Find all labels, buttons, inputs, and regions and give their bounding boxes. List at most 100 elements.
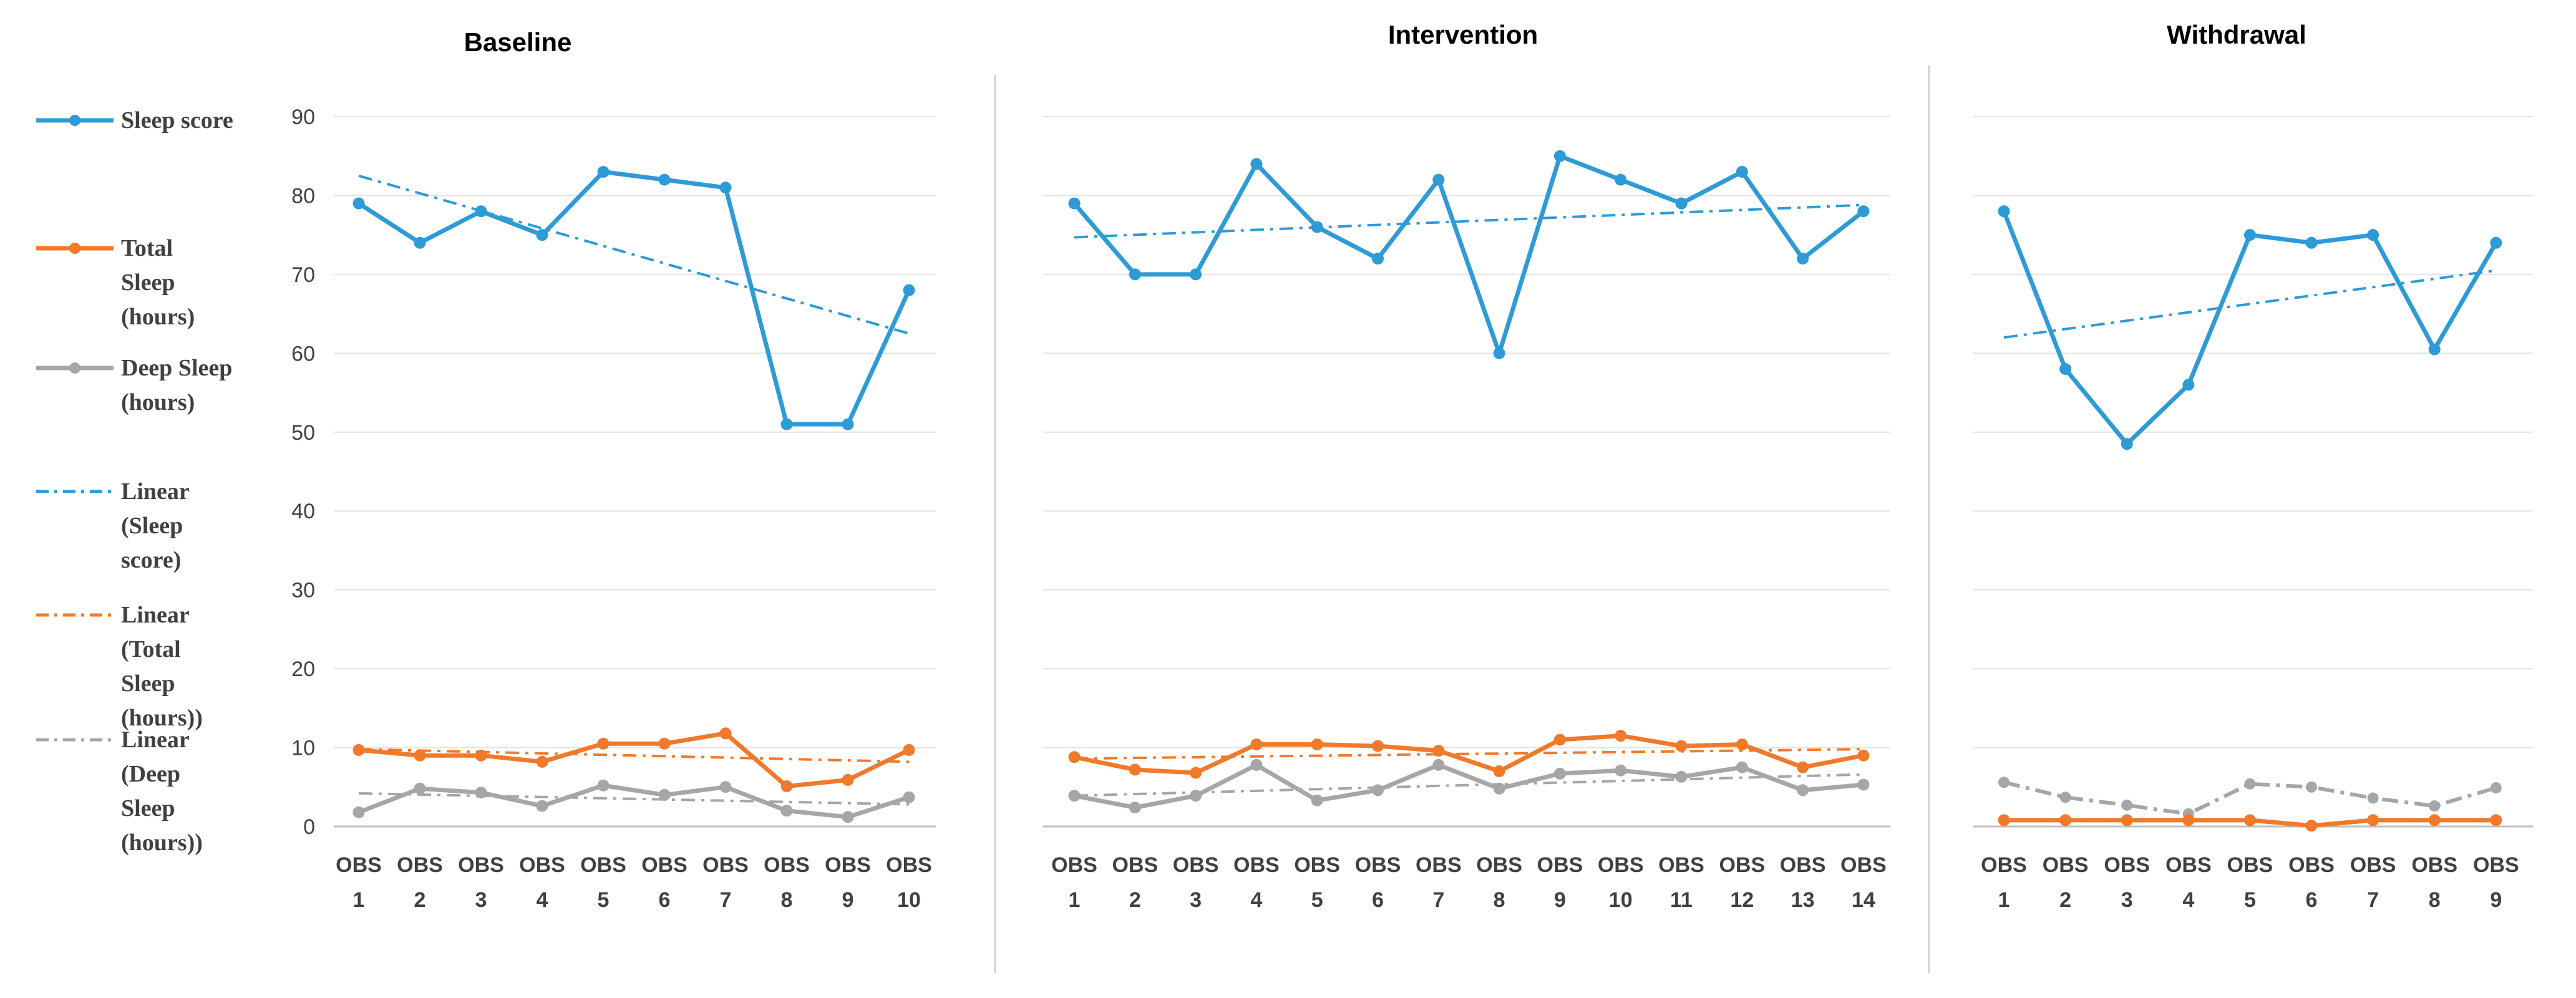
x-tick-label: OBS 3 bbox=[1173, 853, 1219, 912]
x-tick-label: OBS 4 bbox=[1233, 853, 1280, 912]
x-tick-label: OBS 2 bbox=[397, 853, 443, 912]
x-tick-label: OBS 10 bbox=[886, 853, 932, 912]
y-tick-label: 90 bbox=[291, 105, 315, 129]
point-deep bbox=[1190, 790, 1202, 802]
trendline-lin-deep bbox=[358, 792, 910, 806]
x-tick-label: OBS 9 bbox=[2473, 853, 2519, 912]
point-total bbox=[1493, 765, 1505, 777]
point-sleep bbox=[536, 229, 548, 241]
point-deep-sleep bbox=[2490, 782, 2502, 794]
intervention-panel: Intervention OBS 1 OBS 2 OBS 3 OBS 4 OBS 5 OBS 6 OBS… bbox=[1043, 20, 1890, 912]
point-sleep bbox=[2305, 236, 2318, 249]
point-sleep bbox=[1998, 205, 2010, 218]
trendline-lin-sleep bbox=[358, 174, 910, 335]
x-tick-label: OBS 8 bbox=[2411, 853, 2457, 912]
legend-label-lin-total: Linear (Total Sleep (hours)) bbox=[121, 602, 203, 731]
panel-title-intervention: Intervention bbox=[1388, 20, 1538, 49]
x-tick-label: OBS 7 bbox=[2350, 853, 2396, 912]
point-total bbox=[2121, 814, 2133, 826]
legend-marker-total bbox=[69, 243, 80, 254]
point-total bbox=[475, 749, 487, 762]
point-total bbox=[2490, 814, 2502, 826]
x-tick-label: OBS 7 bbox=[1416, 853, 1462, 912]
point-deep-sleep bbox=[2244, 778, 2256, 790]
point-total bbox=[1675, 740, 1688, 752]
point-sleep bbox=[1432, 173, 1445, 186]
y-tick-label: 30 bbox=[291, 579, 315, 603]
point-sleep bbox=[842, 418, 854, 430]
point-deep bbox=[719, 781, 732, 793]
x-tick-label: OBS 5 bbox=[1294, 853, 1340, 912]
point-total bbox=[1998, 814, 2010, 826]
x-tick-label: OBS 12 bbox=[1719, 853, 1765, 912]
panel-title-baseline: Baseline bbox=[464, 27, 572, 57]
trendline-lin-deep bbox=[1074, 773, 1864, 797]
point-total bbox=[1857, 749, 1870, 762]
point-total bbox=[1129, 763, 1141, 776]
point-total bbox=[597, 737, 610, 750]
point-total bbox=[1190, 767, 1202, 779]
x-tick-label: OBS 4 bbox=[2165, 853, 2212, 912]
legend-marker-sleep bbox=[69, 115, 80, 126]
x-tick-label: OBS 8 bbox=[1476, 853, 1522, 912]
point-deep bbox=[1675, 770, 1688, 783]
point-total bbox=[2367, 814, 2379, 826]
point-sleep bbox=[2059, 363, 2072, 375]
point-deep bbox=[1129, 802, 1141, 814]
point-sleep bbox=[2428, 343, 2441, 356]
legend-label-sleep: Sleep score bbox=[121, 107, 233, 133]
series-line-total bbox=[358, 731, 910, 789]
y-tick-label: 70 bbox=[291, 263, 315, 287]
point-deep bbox=[352, 806, 365, 818]
y-tick-label: 50 bbox=[291, 421, 315, 445]
point-total bbox=[1797, 761, 1809, 773]
point-total bbox=[1068, 751, 1081, 763]
x-tick-label: OBS 9 bbox=[1537, 853, 1583, 912]
point-total bbox=[842, 773, 854, 786]
point-total bbox=[536, 755, 548, 768]
baseline-panel: Baseline 0 10 20 30 40 50 60 70 80 90 OBS 1 OBS 2 OBS 3… bbox=[291, 27, 936, 912]
point-deep-sleep bbox=[2121, 799, 2133, 811]
point-sleep bbox=[903, 284, 915, 296]
point-sleep bbox=[1311, 221, 1323, 233]
point-deep bbox=[1797, 784, 1809, 797]
point-deep bbox=[1553, 767, 1566, 780]
point-sleep bbox=[1493, 347, 1505, 359]
point-sleep bbox=[597, 166, 610, 178]
point-total bbox=[2059, 814, 2072, 826]
y-tick-label: 10 bbox=[291, 737, 315, 760]
x-tick-label: OBS 10 bbox=[1598, 853, 1644, 912]
point-deep bbox=[1311, 794, 1323, 807]
x-tick-label: OBS 2 bbox=[1112, 853, 1158, 912]
point-sleep bbox=[1675, 197, 1688, 210]
x-tick-label: OBS 1 bbox=[336, 853, 382, 912]
point-sleep bbox=[2367, 229, 2379, 241]
point-total bbox=[2428, 814, 2441, 826]
point-sleep bbox=[1857, 205, 1870, 218]
point-sleep bbox=[780, 418, 793, 430]
point-deep bbox=[597, 779, 610, 792]
x-tick-label: OBS 3 bbox=[2104, 853, 2150, 912]
point-total bbox=[1736, 738, 1748, 750]
x-tick-label: OBS 4 bbox=[519, 853, 565, 912]
point-deep bbox=[1615, 764, 1627, 777]
point-total bbox=[1432, 745, 1445, 757]
x-tick-label: OBS 6 bbox=[1355, 853, 1401, 912]
point-sleep bbox=[414, 236, 426, 249]
point-sleep bbox=[1736, 166, 1748, 178]
point-deep bbox=[658, 788, 671, 801]
point-sleep bbox=[1797, 253, 1809, 265]
legend-marker-deep bbox=[69, 362, 80, 374]
series-line-deep bbox=[357, 783, 910, 820]
legend-label-deep: Deep Sleep (hours) bbox=[121, 355, 232, 415]
point-sleep bbox=[719, 182, 732, 194]
point-deep bbox=[1857, 778, 1870, 791]
point-sleep bbox=[1553, 150, 1566, 162]
series-line-sleep bbox=[2001, 210, 2498, 447]
point-sleep bbox=[1372, 253, 1384, 265]
series-line-deep bbox=[1074, 762, 1864, 810]
point-deep bbox=[780, 805, 793, 817]
point-total bbox=[658, 737, 671, 750]
x-tick-label: OBS 5 bbox=[580, 853, 626, 912]
